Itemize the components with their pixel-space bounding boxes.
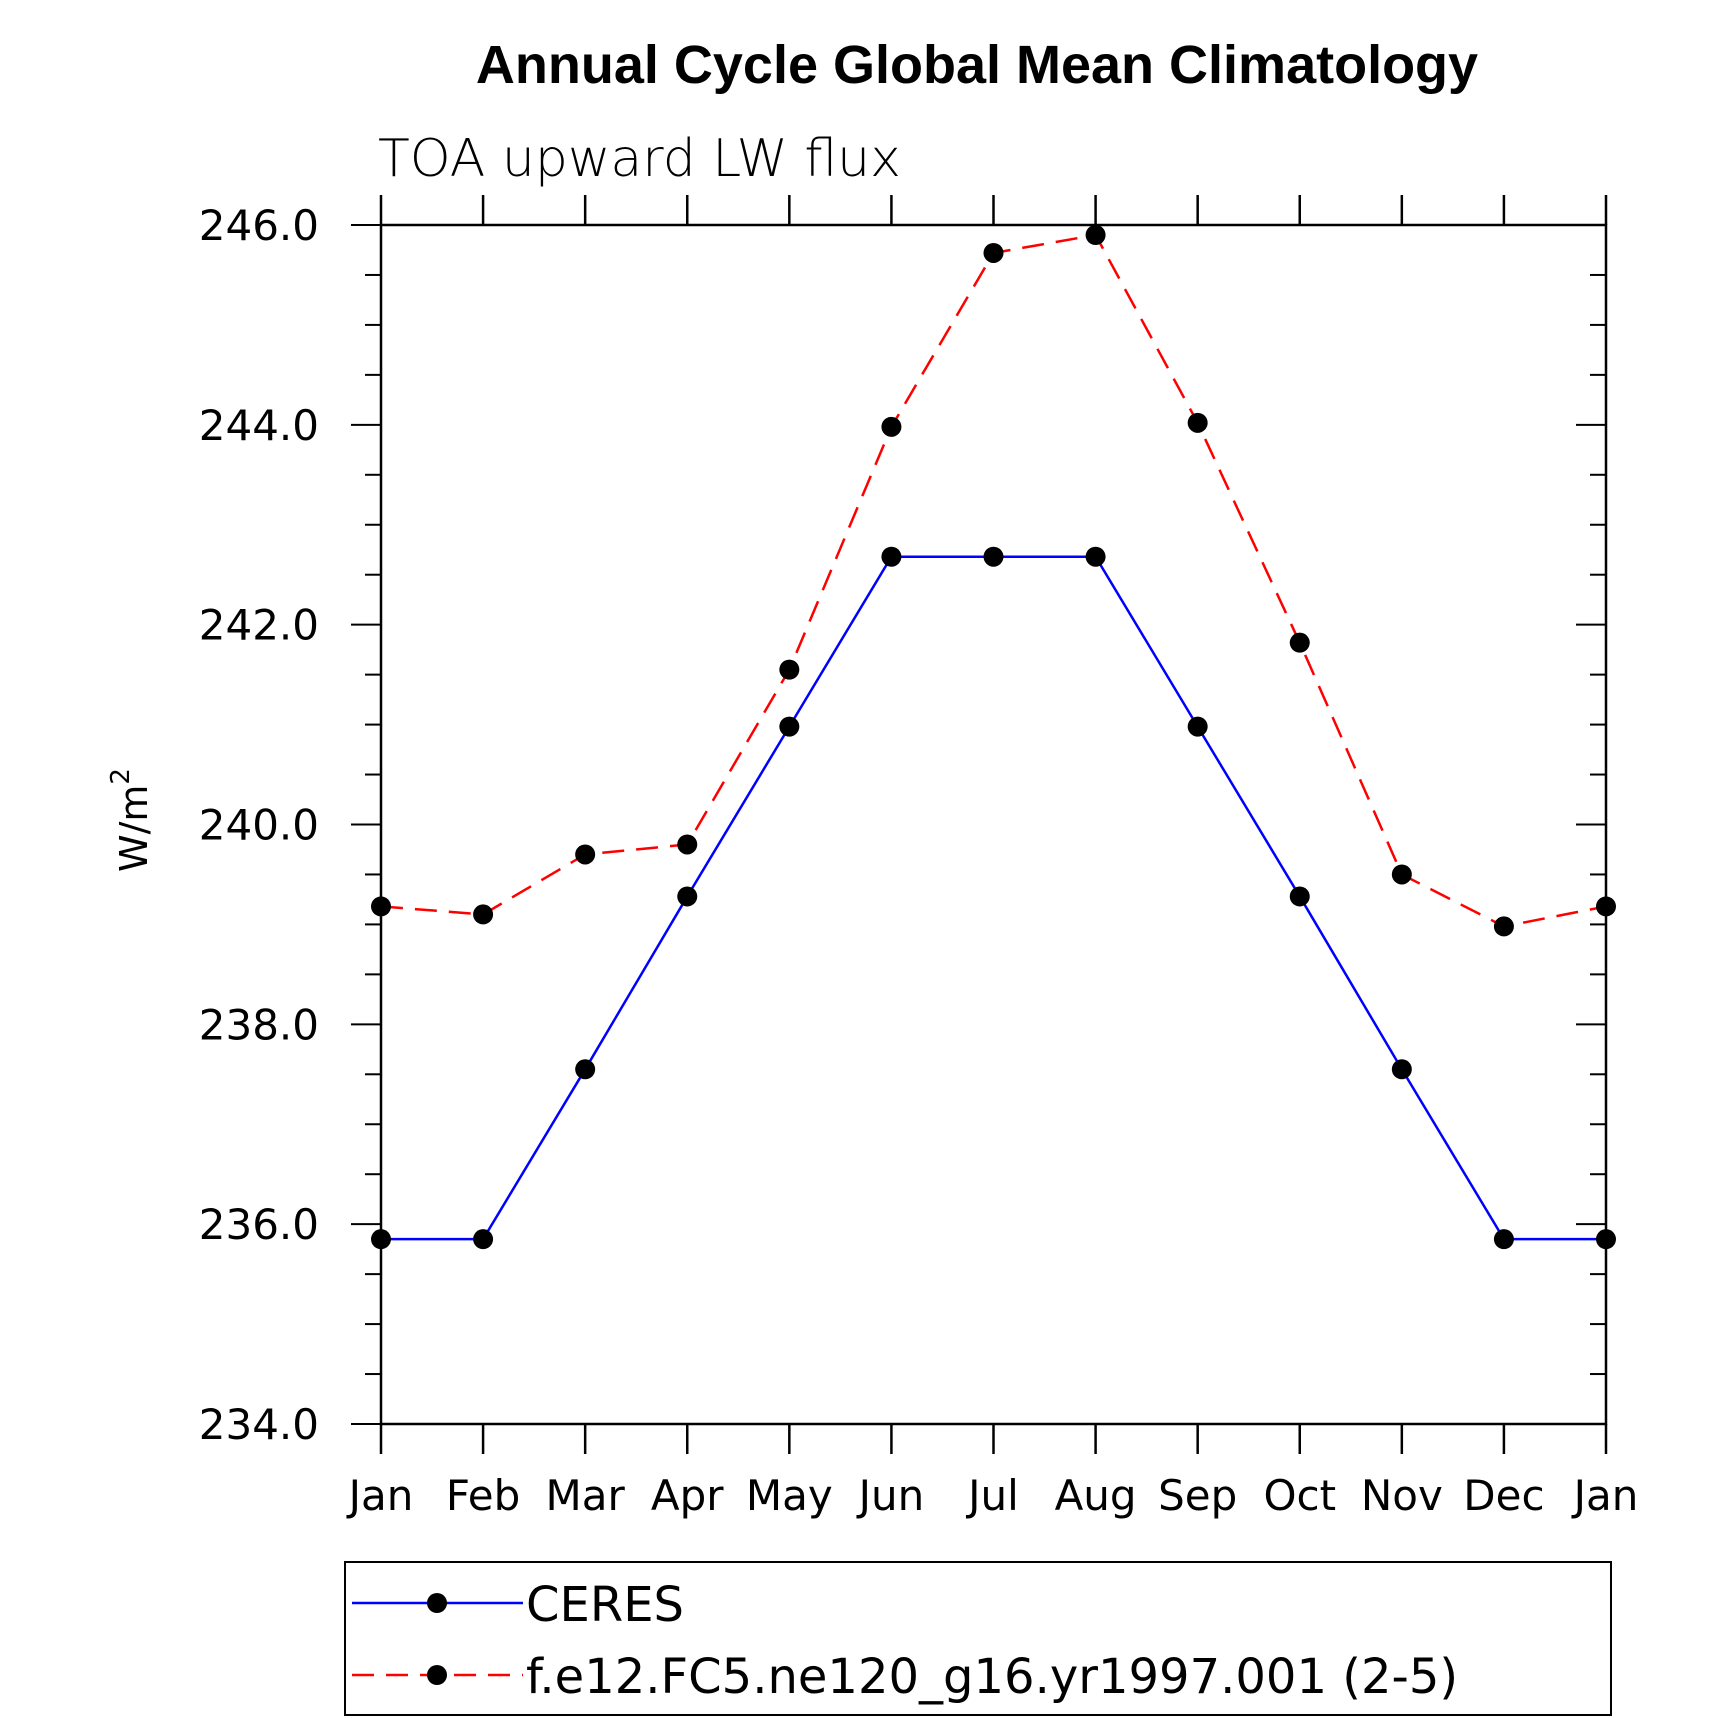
x-tick-label: Jun [856,1471,925,1520]
data-point-s0-3 [677,886,698,907]
data-point-s1-1 [473,904,494,925]
data-point-s0-1 [473,1229,494,1250]
y-tick-label: 240.0 [199,801,319,850]
chart-title: Annual Cycle Global Mean Climatology [476,35,1478,95]
data-point-s1-7 [1085,224,1106,245]
legend: CERES f.e12.FC5.ne120_g16.yr1997.001 (2-… [344,1561,1612,1716]
data-point-s1-6 [983,242,1004,263]
x-tick-label: Jul [965,1471,1019,1520]
data-point-s0-7 [1085,546,1106,567]
data-point-s1-2 [575,844,596,865]
y-tick-label: 238.0 [199,1000,319,1049]
y-tick-labels: 234.0 236.0 238.0 240.0 242.0 244.0 246.0 [199,201,319,1449]
legend-label-model: f.e12.FC5.ne120_g16.yr1997.001 (2-5) [526,1649,1458,1705]
data-point-s1-11 [1493,916,1514,937]
series-line-1 [380,233,1607,928]
data-point-s0-4 [779,716,800,737]
data-point-s1-12 [1596,896,1616,917]
x-tick-label: Apr [651,1471,724,1520]
data-point-s1-10 [1391,864,1412,885]
y-axis-label: W/m2 [106,768,156,872]
data-point-s0-6 [983,546,1004,567]
x-tick-label: Sep [1158,1471,1237,1520]
axis-ticks [351,195,1608,1454]
data-point-s0-8 [1187,716,1208,737]
x-tick-label: Jan [1571,1471,1639,1520]
x-tick-label: Aug [1055,1471,1137,1520]
legend-marker-ceres [427,1593,447,1613]
series-lines [380,233,1607,1241]
data-point-s0-12 [1596,1229,1616,1250]
legend-marker-model [427,1665,447,1685]
x-tick-label: Dec [1463,1471,1544,1520]
data-point-s0-11 [1493,1229,1514,1250]
data-point-s1-9 [1289,632,1310,653]
y-tick-label: 236.0 [199,1200,319,1249]
data-point-s0-5 [881,546,902,567]
x-tick-labels: Jan Feb Mar Apr May Jun Jul Aug Sep Oct Nov Dec Jan [346,1471,1639,1520]
y-tick-label: 244.0 [199,401,319,450]
plot-frame [379,223,1608,1426]
y-tick-label: 242.0 [199,601,319,650]
x-tick-label: Jan [346,1471,414,1520]
x-tick-label: Oct [1263,1471,1336,1520]
data-point-s0-0 [371,1229,391,1250]
legend-box [344,1561,1612,1716]
data-point-s1-0 [371,896,391,917]
chart-subtitle: TOA upward LW flux [378,129,901,189]
y-tick-label: 234.0 [199,1400,319,1449]
data-point-s1-4 [779,659,800,680]
data-point-s1-8 [1187,412,1208,433]
data-point-s0-10 [1391,1059,1412,1080]
x-tick-label: Nov [1361,1471,1443,1520]
y-tick-label: 246.0 [199,201,319,250]
data-point-s1-5 [881,416,902,437]
series-line-0 [381,555,1606,1241]
legend-label-ceres: CERES [526,1577,684,1633]
data-point-s1-3 [677,834,698,855]
series-markers [371,224,1616,1250]
data-point-s0-9 [1289,886,1310,907]
x-tick-label: Feb [446,1471,520,1520]
x-tick-label: Mar [546,1471,626,1520]
x-tick-label: May [746,1471,833,1520]
data-point-s0-2 [575,1059,596,1080]
